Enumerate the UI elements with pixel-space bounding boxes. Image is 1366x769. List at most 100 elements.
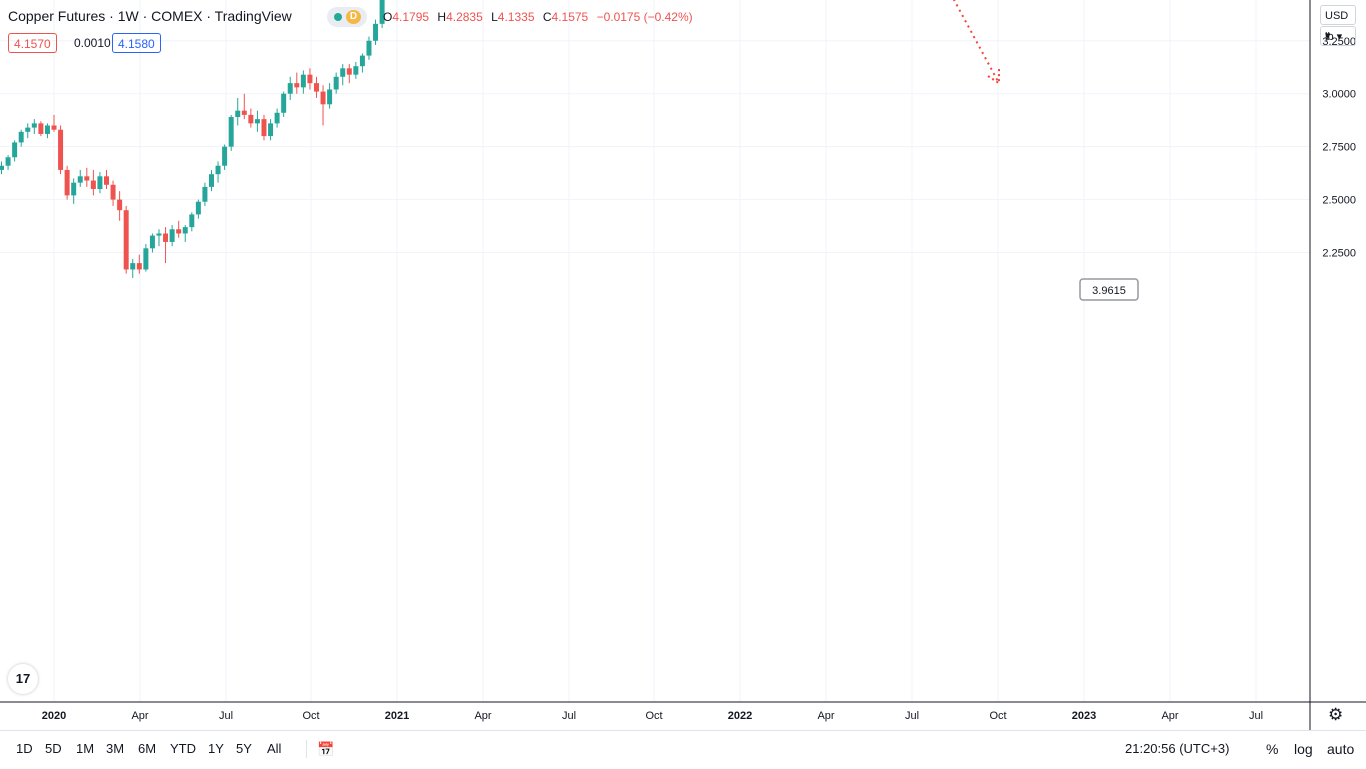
candle [235, 97, 241, 126]
range-button-1d[interactable]: 1D [16, 741, 33, 756]
percent-toggle[interactable]: % [1266, 741, 1279, 757]
auto-toggle[interactable]: auto [1327, 741, 1355, 757]
candle-body [379, 0, 385, 24]
x-tick-label: 2022 [728, 710, 752, 722]
candle-body [373, 23, 379, 41]
candle-body [149, 235, 155, 249]
tradingview-logo-icon[interactable]: 17 [8, 664, 38, 694]
candle [77, 169, 83, 187]
candle-body [359, 55, 365, 67]
candle [359, 53, 365, 73]
candle-body [182, 227, 188, 234]
projection-arrows: 3.9615 [952, 0, 1139, 301]
unit-label: lb [1325, 31, 1334, 43]
range-button-5d[interactable]: 5D [45, 741, 62, 756]
y-tick-label: 3.2500 [1322, 36, 1356, 48]
candle [64, 165, 70, 200]
candle [110, 180, 116, 206]
projection-down-arrowhead [986, 69, 1001, 85]
candle [241, 93, 247, 120]
candle [25, 123, 31, 139]
range-button-1m[interactable]: 1M [76, 741, 95, 756]
candle-body [64, 169, 70, 196]
calendar-goto-icon[interactable]: 📅 [317, 741, 335, 757]
candle-body [90, 180, 96, 190]
unit-select[interactable]: lb ▾ [1320, 26, 1356, 46]
price-chart[interactable]: 3.9615 2020 Apr Jul Oct 2021 Apr Jul Oct 2022 Apr… [0, 0, 1366, 730]
range-button-6m[interactable]: 6M [138, 741, 157, 756]
chart-title[interactable]: Copper Futures · 1W · COMEX · TradingVie… [8, 8, 292, 24]
log-toggle[interactable]: log [1294, 741, 1313, 757]
candle-body [366, 40, 372, 56]
candle [38, 121, 44, 137]
clock-readout[interactable]: 21:20:56 (UTC+3) [1125, 741, 1230, 756]
candlestick-series [0, 0, 385, 278]
candle [300, 70, 306, 94]
candle-body [58, 129, 64, 170]
range-button-5y[interactable]: 5Y [236, 741, 252, 756]
grid-lines [0, 0, 1310, 702]
low-label: L [491, 10, 498, 24]
candle [18, 129, 24, 147]
candle [71, 178, 77, 204]
candle-body [18, 131, 24, 143]
candle [169, 225, 175, 247]
candle-body [346, 68, 352, 75]
candle-body [156, 233, 162, 236]
toolbar-divider [306, 740, 307, 758]
y-tick-label: 2.2500 [1322, 248, 1356, 260]
candle-body [195, 201, 201, 215]
candle [320, 85, 326, 126]
candle [130, 258, 136, 278]
candle-body [38, 123, 44, 134]
currency-select[interactable]: USD ▾ [1320, 5, 1356, 42]
candle-body [320, 91, 326, 105]
candle [103, 169, 109, 190]
candle-body [130, 263, 136, 270]
axis-labels: 2020 Apr Jul Oct 2021 Apr Jul Oct 2022 Apr Jul Oct 2… [42, 36, 1356, 722]
candle [97, 172, 103, 194]
candle [215, 161, 221, 183]
candle [44, 123, 50, 139]
candle-body [51, 125, 57, 130]
candle-body [248, 114, 254, 124]
candle [5, 155, 11, 170]
candle [58, 125, 64, 175]
x-tick-label: Apr [131, 710, 148, 722]
candle-body [117, 199, 123, 211]
range-button-all[interactable]: All [267, 741, 282, 756]
candle-body [313, 83, 319, 92]
candle [346, 64, 352, 84]
candle-body [287, 83, 293, 94]
gear-icon[interactable]: ⚙ [1328, 705, 1344, 724]
candle [268, 119, 274, 141]
ask-price[interactable]: 4.1580 [112, 33, 161, 53]
candle-body [333, 76, 339, 90]
range-button-1y[interactable]: 1Y [208, 741, 224, 756]
candle-body [294, 83, 300, 88]
candle [143, 244, 149, 272]
candle [176, 220, 182, 238]
candle [163, 227, 169, 264]
candle [353, 61, 359, 79]
candle [373, 19, 379, 46]
close-value: 4.1575 [551, 10, 589, 24]
callout-box [1079, 278, 1139, 301]
x-tick-label: Apr [474, 710, 491, 722]
candle [307, 68, 313, 90]
x-tick-label: Oct [302, 710, 319, 722]
range-button-ytd[interactable]: YTD [170, 741, 196, 756]
candle-body [228, 117, 234, 147]
candle [379, 0, 385, 29]
candle-body [0, 165, 5, 170]
candle [313, 76, 319, 98]
candle [84, 167, 90, 187]
status-pill[interactable]: D [327, 7, 367, 27]
candle-body [300, 74, 306, 88]
candle [208, 169, 214, 192]
candle-body [274, 112, 280, 124]
range-button-3m[interactable]: 3M [106, 741, 125, 756]
candle [366, 36, 372, 60]
bid-price[interactable]: 4.1570 [8, 33, 57, 53]
candle [123, 205, 129, 274]
